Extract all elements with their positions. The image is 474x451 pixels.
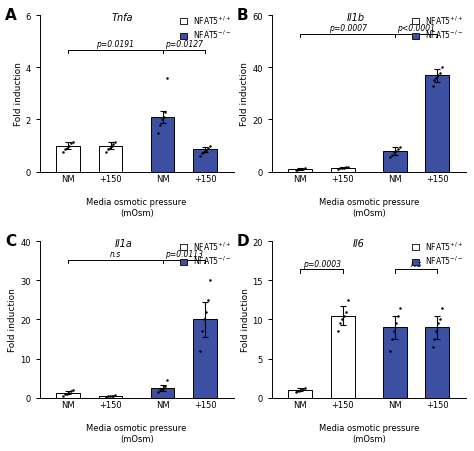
Text: p=0.0191: p=0.0191 xyxy=(96,40,135,49)
Bar xyxy=(289,390,312,398)
Text: p<0.0001: p<0.0001 xyxy=(397,24,435,33)
X-axis label: Media osmotic pressure
(mOsm): Media osmotic pressure (mOsm) xyxy=(319,198,419,217)
X-axis label: Media osmotic pressure
(mOsm): Media osmotic pressure (mOsm) xyxy=(319,423,419,443)
Legend: NFAT5$^{+/+}$, NFAT5$^{-/-}$: NFAT5$^{+/+}$, NFAT5$^{-/-}$ xyxy=(411,14,464,42)
Text: p=0.0007: p=0.0007 xyxy=(328,24,366,33)
Text: A: A xyxy=(5,9,17,23)
Bar xyxy=(426,76,449,172)
Bar xyxy=(56,393,80,398)
Bar xyxy=(426,327,449,398)
Text: Il1b: Il1b xyxy=(347,13,365,23)
Bar xyxy=(56,146,80,172)
Bar xyxy=(289,170,312,172)
Bar xyxy=(331,168,355,172)
Text: D: D xyxy=(237,234,250,249)
Bar xyxy=(151,118,174,172)
Bar xyxy=(151,388,174,398)
X-axis label: Media osmotic pressure
(mOsm): Media osmotic pressure (mOsm) xyxy=(86,423,187,443)
Text: C: C xyxy=(5,234,16,249)
Text: n.s: n.s xyxy=(110,250,121,259)
Text: Il1a: Il1a xyxy=(115,239,133,249)
Y-axis label: Fold induction: Fold induction xyxy=(14,62,23,126)
Bar xyxy=(383,152,407,172)
Text: n.s: n.s xyxy=(410,259,422,268)
Y-axis label: Fold induction: Fold induction xyxy=(9,288,18,352)
Bar xyxy=(99,146,122,172)
Bar xyxy=(99,396,122,398)
X-axis label: Media osmotic pressure
(mOsm): Media osmotic pressure (mOsm) xyxy=(86,198,187,217)
Text: p=0.0127: p=0.0127 xyxy=(165,40,203,49)
Bar xyxy=(383,327,407,398)
Text: Il6: Il6 xyxy=(353,239,365,249)
Text: Tnfa: Tnfa xyxy=(111,13,133,23)
Legend: NFAT5$^{+/+}$, NFAT5$^{-/-}$: NFAT5$^{+/+}$, NFAT5$^{-/-}$ xyxy=(179,14,232,42)
Bar xyxy=(193,320,217,398)
Y-axis label: Fold induction: Fold induction xyxy=(241,288,250,352)
Text: p=0.0003: p=0.0003 xyxy=(302,259,340,268)
Y-axis label: Fold induction: Fold induction xyxy=(240,62,249,126)
Legend: NFAT5$^{+/+}$, NFAT5$^{-/-}$: NFAT5$^{+/+}$, NFAT5$^{-/-}$ xyxy=(411,239,464,267)
Text: p=0.0113: p=0.0113 xyxy=(165,250,203,259)
Bar xyxy=(193,150,217,172)
Text: B: B xyxy=(237,9,249,23)
Bar xyxy=(331,316,355,398)
Legend: NFAT5$^{+/+}$, NFAT5$^{-/-}$: NFAT5$^{+/+}$, NFAT5$^{-/-}$ xyxy=(179,239,232,267)
